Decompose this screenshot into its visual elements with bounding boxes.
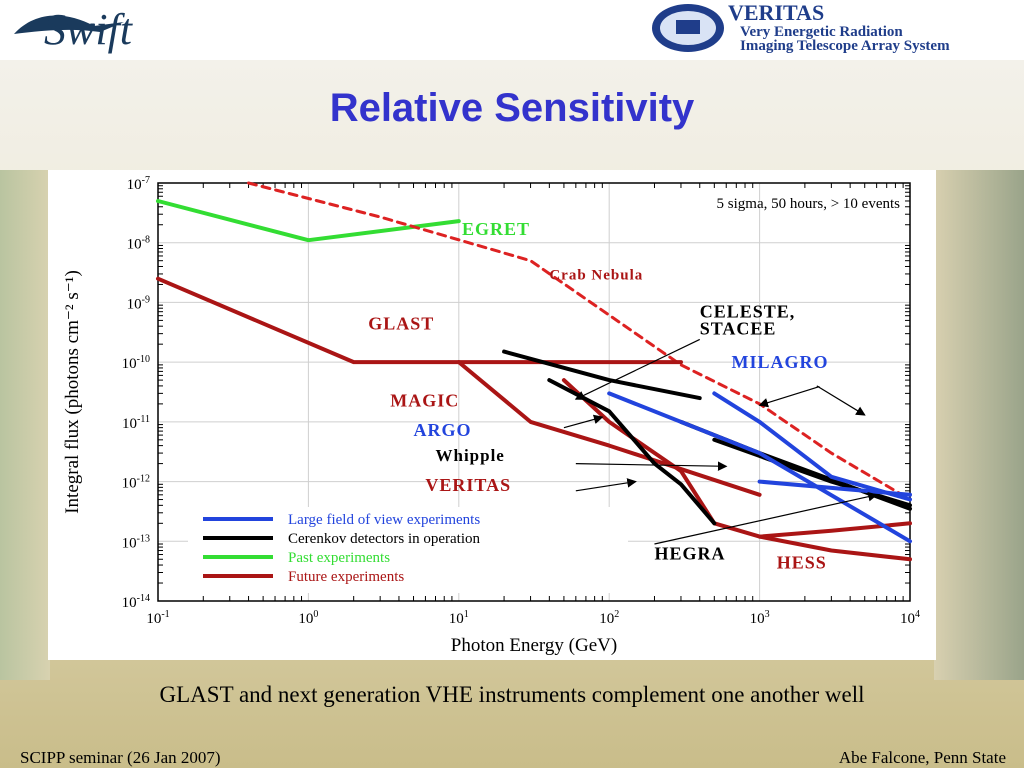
x-tick-label: 100 <box>298 609 318 627</box>
series-line-past <box>156 199 461 243</box>
veritas-line1: Very Energetic Radiation <box>740 24 903 40</box>
annotation-label: GLAST <box>368 314 434 334</box>
annotation-label: MAGIC <box>390 391 459 411</box>
annotation-label: Whipple <box>436 446 505 465</box>
swift-logo-text: Swift <box>44 5 134 54</box>
y-tick-label: 10-12 <box>122 474 150 492</box>
annotation-arrow <box>574 338 701 400</box>
annotation-arrow <box>575 461 728 471</box>
x-tick-label: 10-1 <box>146 609 169 627</box>
swift-logo: Swift <box>14 5 134 54</box>
y-tick-label: 10-13 <box>122 533 150 551</box>
annotation-arrow <box>816 385 866 416</box>
annotation-arrow <box>758 385 820 408</box>
series-line-future <box>456 360 762 497</box>
y-tick-label: 10-14 <box>122 593 150 611</box>
series-line-crab <box>247 181 912 501</box>
header-band <box>0 0 1024 60</box>
series-line-cerenkov <box>547 378 717 526</box>
x-axis-label: Photon Energy (GeV) <box>451 635 617 656</box>
annotation-label: Crab Nebula <box>549 268 643 284</box>
footer-seminar: SCIPP seminar (26 Jan 2007) <box>20 748 221 767</box>
series-line-future <box>156 276 683 365</box>
x-tick-label: 104 <box>900 609 920 627</box>
footer-author: Abe Falcone, Penn State <box>838 748 1006 767</box>
annotation-label: STACEE <box>700 319 777 339</box>
series-line-cerenkov <box>502 349 702 401</box>
annotation-label: ARGO <box>414 420 472 440</box>
series-line-cerenkov <box>712 437 912 508</box>
y-tick-label: 10-8 <box>127 235 150 253</box>
chart-panel: 10-1 100 101 102 103 104 10-7 10-8 10-9 10-10 10-1… <box>48 170 936 660</box>
legend-box <box>188 507 628 593</box>
x-tick-label: 101 <box>449 609 469 627</box>
annotation-label: MILAGRO <box>731 352 828 372</box>
plot-frame <box>157 182 911 602</box>
series-line-large_fov <box>607 391 912 544</box>
annotation-label: EGRET <box>462 219 530 239</box>
background-photo-left <box>0 170 50 680</box>
veritas-line2: Imaging Telescope Array System <box>740 38 950 54</box>
legend-label: Cerenkov detectors in operation <box>288 531 481 547</box>
annotation-arrow <box>654 491 878 545</box>
legend-label: Large field of view experiments <box>288 512 480 528</box>
slide-title: Relative Sensitivity <box>329 86 695 130</box>
x-tick-label: 102 <box>599 609 619 627</box>
legend-label: Future experiments <box>288 569 404 585</box>
sensitivity-chart: 10-1 100 101 102 103 104 10-7 10-8 10-9 10-10 10-1… <box>62 175 920 656</box>
x-tick-label: 103 <box>750 609 770 627</box>
annotation-label: HEGRA <box>654 543 725 563</box>
background-photo-right <box>934 170 1024 680</box>
veritas-name: VERITAS <box>728 0 824 25</box>
y-axis-label: Integral flux (photons cm⁻² s⁻¹) <box>62 270 83 514</box>
chart-subtitle: 5 sigma, 50 hours, > 10 events <box>717 196 901 212</box>
veritas-logo: VERITAS Very Energetic Radiation Imaging… <box>652 0 950 54</box>
annotation-arrow <box>575 478 637 492</box>
series-line-large_fov <box>712 391 912 502</box>
annotation-arrow <box>563 414 604 429</box>
annotation-label: HESS <box>777 553 827 573</box>
annotation-label: CELESTE, <box>700 301 796 321</box>
annotation-label: VERITAS <box>425 475 511 495</box>
y-tick-label: 10-7 <box>127 175 150 193</box>
y-tick-label: 10-10 <box>122 354 150 372</box>
slide-caption: GLAST and next generation VHE instrument… <box>159 682 865 707</box>
y-tick-label: 10-11 <box>122 414 150 432</box>
y-tick-label: 10-9 <box>127 294 150 312</box>
legend-label: Past experiments <box>288 550 390 566</box>
series-line-large_fov <box>757 479 912 497</box>
